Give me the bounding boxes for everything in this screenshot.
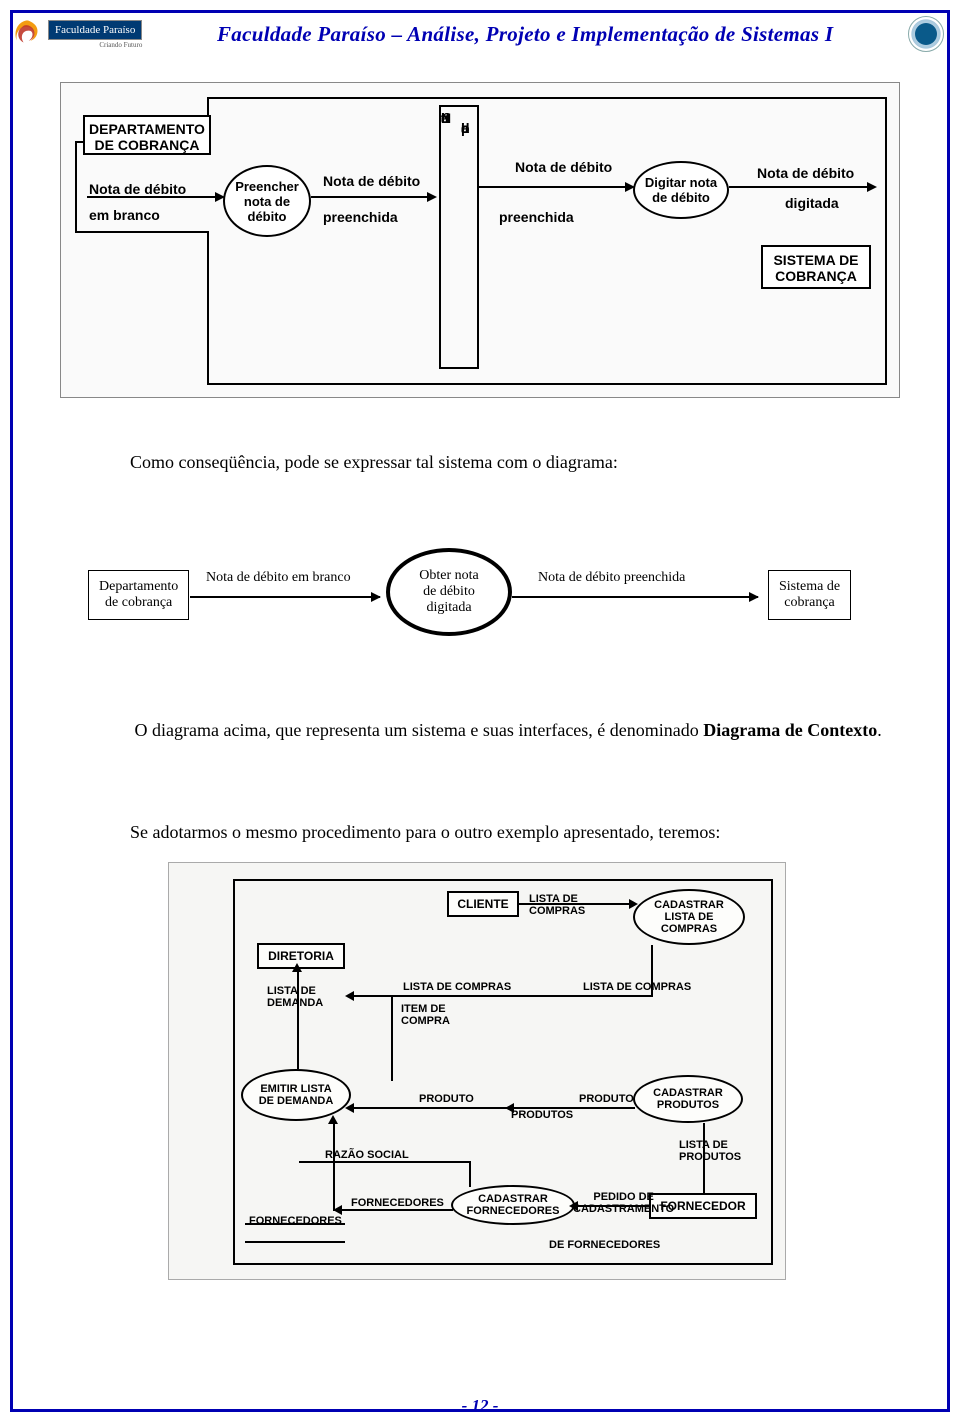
logo-left: Faculdade Paraíso Criando Futuro — [10, 17, 142, 51]
s2-l-forn1: FORNECEDORES — [351, 1197, 444, 1209]
scan1-process2: Digitar nota de débito — [633, 161, 729, 219]
scan1-flow1-l1: Nota de débito — [89, 181, 186, 197]
scan1-arrow4-head — [867, 182, 877, 192]
s2-emitir: EMITIR LISTA DE DEMANDA — [241, 1069, 351, 1121]
s2-cad-forn: CADASTRAR FORNECEDORES — [451, 1185, 575, 1225]
scan1-arrow2-line — [311, 196, 429, 198]
s2-prod-ah2 — [505, 1103, 514, 1113]
scan1-flow4-l1: Nota de débito — [757, 165, 854, 181]
ctx-process: Obter nota de débito digitada — [386, 548, 512, 636]
scan1-outer-right — [885, 97, 887, 385]
scan1-arrow1-line — [87, 196, 217, 198]
s2-prod-line — [351, 1107, 635, 1109]
scan1-flow2-l1: Nota de débito — [323, 173, 420, 189]
logo-right-icon — [908, 16, 944, 52]
logo-badge: Faculdade Paraíso — [48, 20, 142, 40]
page-number: - 12 - — [0, 1396, 960, 1416]
s2-rs-v — [469, 1161, 471, 1187]
s2-lc-v — [651, 945, 653, 997]
scan1-arrow3-line — [479, 186, 627, 188]
s2-item-v — [391, 995, 393, 1081]
s2-lp-v — [703, 1123, 705, 1193]
paragraph-3: Se adotarmos o mesmo procedimento para o… — [90, 822, 900, 843]
s2-lc-ah1 — [345, 991, 354, 1001]
scan1-outer-midbot — [75, 231, 209, 233]
para1-text: Como conseqüência, pode se expressar tal… — [130, 452, 618, 472]
scan1-outer-left3 — [207, 231, 209, 385]
ctx-left-box: Departamento de cobrança — [88, 570, 189, 620]
s2-l-lista-compras3: LISTA DE COMPRAS — [583, 981, 691, 993]
s2-cli-line — [519, 903, 635, 905]
figure-1-scan: DEPARTAMENTO DE COBRANÇA Nota de débito … — [60, 82, 900, 398]
scan1-barrier-rbar — [477, 105, 479, 367]
scan1-outer-bot — [207, 383, 887, 385]
s2-l-lista-produtos: LISTA DE PRODUTOS — [679, 1139, 741, 1163]
scan1-dept-box: DEPARTAMENTO DE COBRANÇA — [83, 115, 211, 155]
s2-dir-line — [297, 969, 299, 1069]
scan1-outer-left2 — [75, 141, 77, 231]
scan1-barrier-bot — [439, 367, 479, 369]
context-diagram: Departamento de cobrança Nota de débito … — [88, 534, 868, 650]
s2-cad-prod: CADASTRAR PRODUTOS — [633, 1075, 743, 1123]
s2-cad-lista: CADASTRAR LISTA DE COMPRAS — [633, 889, 745, 945]
scan1-barrier-top — [439, 105, 479, 107]
s2-b-left — [233, 879, 235, 1265]
logo-sub: Criando Futuro — [48, 41, 142, 49]
ctx-flow-out-label: Nota de débito preenchida — [538, 570, 685, 586]
s2-prod-ah1 — [345, 1103, 354, 1113]
scan1-process1: Preencher nota de débito — [223, 165, 311, 237]
s2-b-bot — [233, 1263, 773, 1265]
logo-badge-wrap: Faculdade Paraíso Criando Futuro — [48, 20, 142, 49]
s2-l-razao: RAZÃO SOCIAL — [325, 1149, 409, 1161]
page-header: Faculdade Paraíso Criando Futuro Faculda… — [14, 14, 946, 54]
s2-f1-ahu — [328, 1115, 338, 1124]
para3-text: Se adotarmos o mesmo procedimento para o… — [130, 822, 720, 842]
scan1-barrier-lbar — [439, 105, 441, 367]
s2-rs-line — [299, 1161, 469, 1163]
s2-l-produtos: PRODUTOS — [511, 1109, 573, 1121]
s2-l-lista-compras2: LISTA DE COMPRAS — [403, 981, 511, 993]
s2-cli-ah — [629, 899, 638, 909]
scan1-flow3-l2: preenchida — [499, 209, 574, 225]
s2-fst-top — [245, 1223, 345, 1225]
s2-l-pedido: PEDIDO DE CADASTRAMENTO — [573, 1191, 674, 1215]
scan1-flow4-l2: digitada — [785, 195, 839, 211]
s2-f1-line — [339, 1209, 453, 1211]
figure-2-scan: CLIENTE DIRETORIA FORNECEDOR CADASTRAR L… — [168, 862, 786, 1280]
s2-l-forn2: FORNECEDORES — [249, 1215, 342, 1227]
s2-b-right — [771, 879, 773, 1265]
para2-pre: O diagrama acima, que representa um sist… — [135, 720, 704, 740]
s2-ped-line — [575, 1205, 651, 1207]
s2-l-lista-compras1: LISTA DE COMPRAS — [529, 893, 585, 917]
s2-l-produto1: PRODUTO — [419, 1093, 474, 1105]
s2-ped-ah — [569, 1201, 578, 1211]
scan1-flow1-l2: em branco — [89, 207, 160, 223]
s2-dir-ah — [292, 963, 302, 972]
paragraph-2: O diagrama acima, que representa um sist… — [90, 720, 900, 741]
s2-fst-bot — [245, 1241, 345, 1243]
scan1-flow2-l2: preenchida — [323, 209, 398, 225]
para2-post: . — [877, 720, 882, 740]
ctx-arrow-in — [190, 596, 380, 598]
scan1-arrow4-line — [729, 186, 869, 188]
s2-l-produto2: PRODUTO — [579, 1093, 634, 1105]
scan1-arrow2-head — [427, 192, 437, 202]
ctx-arrow-out — [512, 596, 758, 598]
s2-l-lista-demanda: LISTA DE DEMANDA — [267, 985, 323, 1009]
scan1-flow3-l1: Nota de débito — [515, 159, 612, 175]
s2-l-item-compra: ITEM DE COMPRA — [401, 1003, 450, 1027]
paragraph-1: Como conseqüência, pode se expressar tal… — [90, 452, 900, 473]
scan1-outer-top — [207, 97, 887, 99]
ctx-right-box: Sistema de cobrança — [768, 570, 851, 620]
s2-lc-line — [351, 995, 651, 997]
s2-l-de-forn: DE FORNECEDORES — [549, 1239, 660, 1251]
s2-cliente: CLIENTE — [447, 891, 519, 917]
ctx-flow-in-label: Nota de débito em branco — [206, 570, 351, 586]
s2-b-top — [233, 879, 773, 881]
page-title: Faculdade Paraíso – Análise, Projeto e I… — [142, 22, 908, 47]
para2-bold: Diagrama de Contexto — [703, 720, 877, 740]
swirl-icon — [10, 17, 44, 51]
s2-f1-v — [333, 1121, 335, 1211]
scan1-system-box: SISTEMA DE COBRANÇA — [761, 245, 871, 289]
